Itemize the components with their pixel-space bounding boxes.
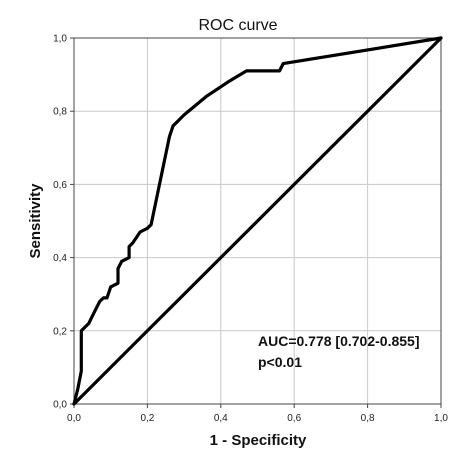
gridlines [74,38,441,404]
x-tick-label: 1,0 [434,413,448,424]
roc-curve-line [72,36,443,406]
x-tick-label: 0,8 [361,413,375,424]
y-axis-label: Sensitivity [27,183,44,259]
chart-title: ROC curve [198,17,277,34]
p-value-annotation: p<0.01 [258,354,302,370]
y-tick-label: 0,2 [53,326,67,337]
x-tick-label: 0,6 [287,413,301,424]
axis-ticks: 0,0 0,2 0,4 0,6 0,8 1,0 0,0 0,2 0,4 0,6 0,8 1,0 [53,34,448,425]
reference-diagonal-line [72,36,443,406]
y-tick-label: 0,4 [53,253,67,264]
y-tick-label: 0,6 [53,180,67,191]
y-tick-label: 1,0 [53,34,67,45]
x-tick-label: 0,2 [140,413,154,424]
plot-area-border [73,37,442,405]
x-tick-label: 0,0 [67,413,81,424]
chart-lines [72,36,443,406]
x-tick-label: 0,4 [214,413,228,424]
x-axis-label: 1 - Specificity [210,432,307,449]
auc-annotation: AUC=0.778 [0.702-0.855] [258,333,420,349]
y-tick-label: 0,0 [53,400,67,411]
y-tick-label: 0,8 [53,107,67,118]
